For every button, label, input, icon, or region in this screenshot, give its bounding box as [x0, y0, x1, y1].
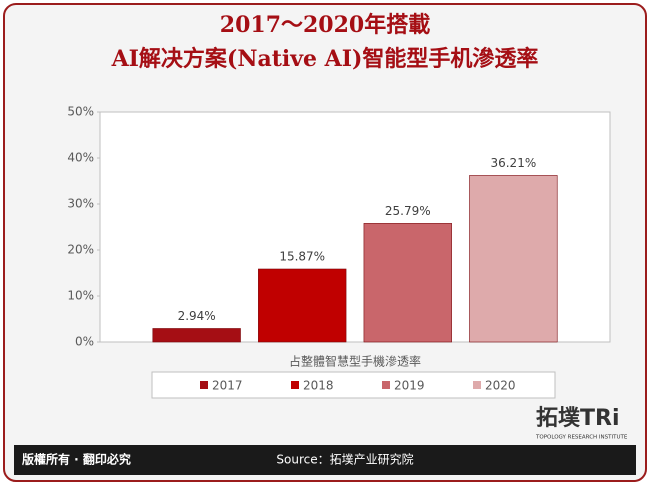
- value-label: 15.87%: [279, 249, 325, 263]
- y-tick-label: 20%: [67, 243, 94, 257]
- bar: [363, 223, 452, 343]
- chart-title: AI解决方案(Native AI)智能型手机滲透率: [111, 46, 539, 72]
- y-tick-label: 0%: [75, 335, 94, 349]
- value-label: 25.79%: [385, 204, 431, 218]
- copyright: 版權所有 · 翻印必究: [22, 452, 131, 467]
- value-label: 2.94%: [178, 309, 216, 323]
- y-tick-label: 10%: [67, 289, 94, 303]
- legend-label: 2020: [485, 379, 516, 393]
- bar: [258, 268, 347, 343]
- source: Source：拓墣产业研究院: [276, 452, 413, 467]
- logo-sub: TOPOLOGY RESEARCH INSTITUTE: [535, 435, 628, 441]
- footer-bar: [14, 445, 636, 475]
- y-tick-label: 40%: [67, 151, 94, 165]
- legend-label: 2019: [394, 379, 425, 393]
- legend-swatch: [200, 381, 208, 389]
- legend-swatch: [382, 381, 390, 389]
- chart-title: 2017～2020年搭載: [220, 12, 430, 38]
- legend-box: [151, 371, 556, 399]
- legend-label: 2018: [303, 379, 334, 393]
- bar: [469, 175, 558, 343]
- y-tick-label: 50%: [67, 105, 94, 119]
- logo: 拓墣TRi: [536, 406, 620, 431]
- bar: [152, 328, 241, 343]
- legend-swatch: [473, 381, 481, 389]
- y-tick-label: 30%: [67, 197, 94, 211]
- legend-label: 2017: [212, 379, 243, 393]
- legend-swatch: [291, 381, 299, 389]
- x-tick-label: 占整體智慧型手機滲透率: [289, 354, 421, 369]
- value-label: 36.21%: [490, 156, 536, 170]
